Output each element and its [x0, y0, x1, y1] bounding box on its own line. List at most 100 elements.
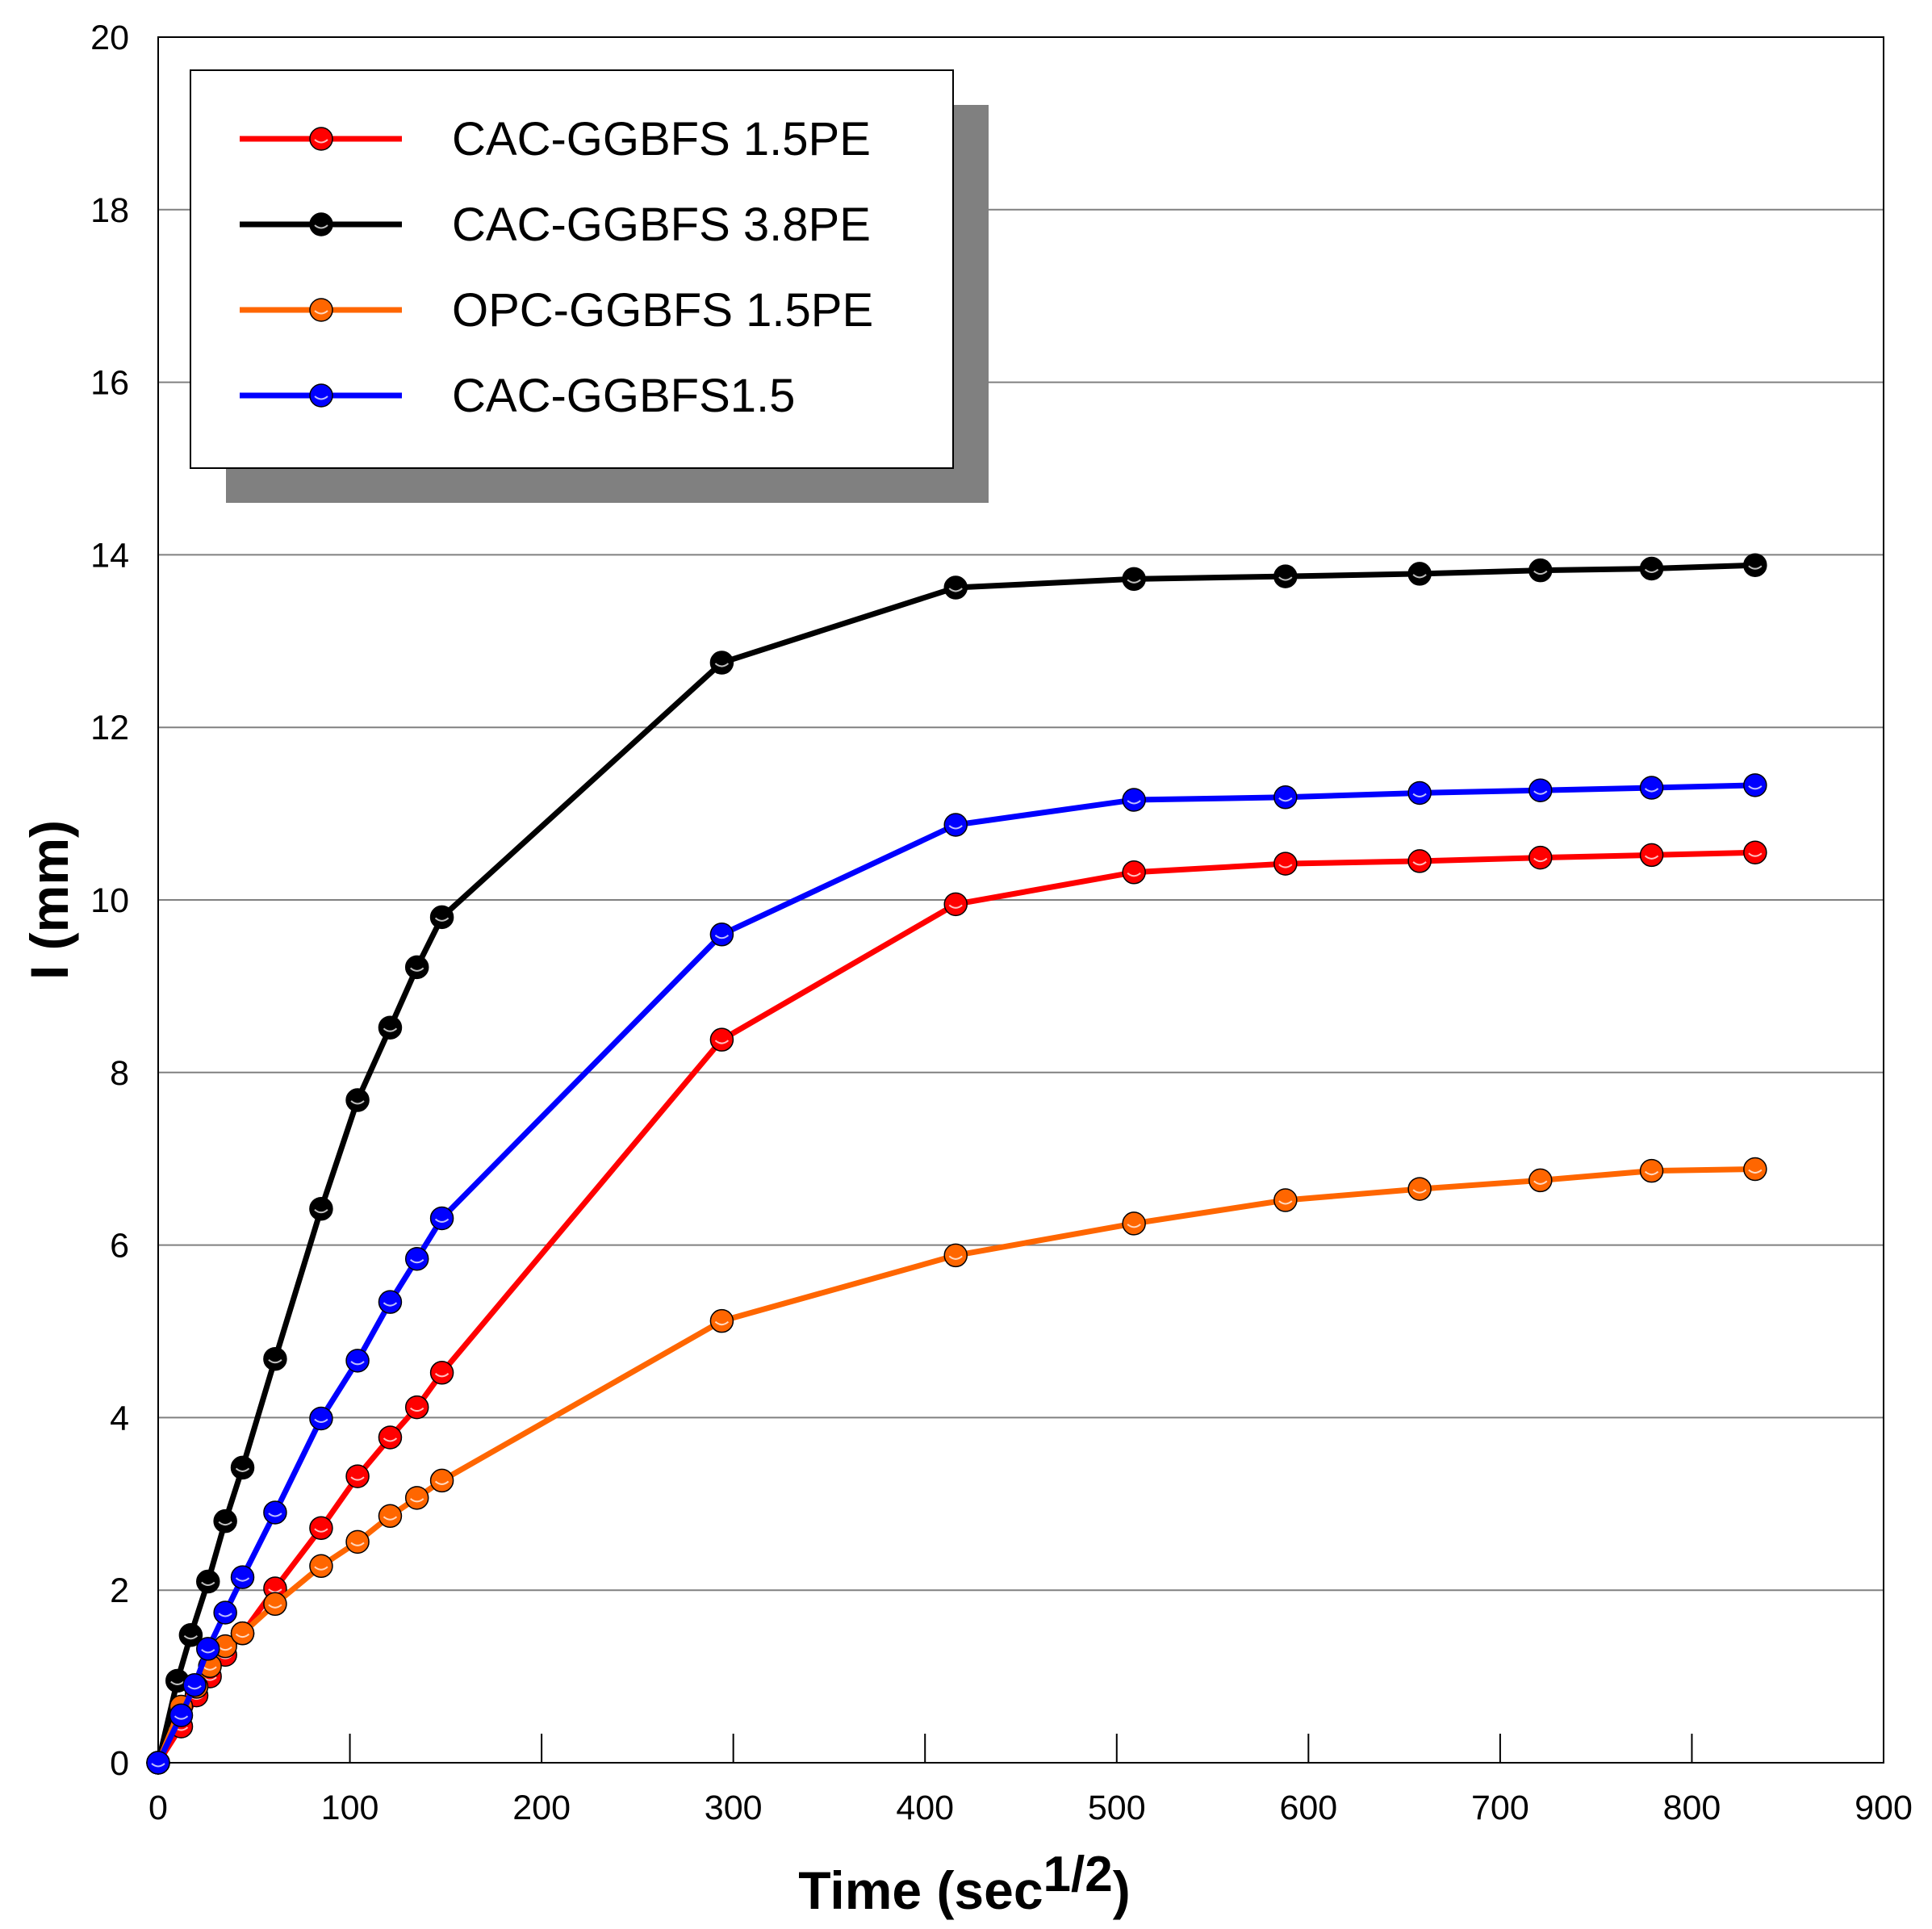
data-point: [1639, 1158, 1664, 1183]
legend-label: CAC-GGBFS1.5: [452, 370, 795, 422]
data-point: [1273, 564, 1298, 588]
data-point: [309, 1406, 333, 1431]
data-point: [943, 892, 968, 917]
data-point: [378, 1504, 403, 1529]
data-point: [263, 1592, 287, 1617]
data-point: [1639, 556, 1664, 581]
y-tick-label: 10: [90, 881, 129, 920]
legend-marker: [309, 383, 333, 408]
data-point: [1122, 860, 1146, 885]
x-axis-title: Time (sec1/2): [798, 1847, 1130, 1920]
legend-marker: [309, 127, 333, 151]
data-point: [404, 1246, 429, 1271]
data-point: [1407, 1177, 1432, 1201]
legend-label: CAC-GGBFS 1.5PE: [452, 113, 871, 165]
x-tick-label: 200: [512, 1789, 571, 1827]
data-point: [1743, 840, 1767, 864]
data-point: [1273, 785, 1298, 810]
y-tick-label: 20: [90, 19, 129, 57]
data-point: [309, 1554, 333, 1579]
data-point: [1743, 553, 1767, 577]
x-tick-label: 800: [1663, 1789, 1721, 1827]
y-tick-label: 8: [110, 1054, 129, 1093]
data-point: [1273, 1188, 1298, 1212]
data-point: [404, 955, 429, 980]
data-point: [230, 1455, 255, 1480]
data-point: [1528, 1168, 1553, 1193]
legend-entry: CAC-GGBFS 3.8PE: [240, 199, 871, 251]
data-point: [213, 1601, 237, 1625]
data-point: [429, 1468, 454, 1493]
y-axis-title: I (mm): [19, 820, 79, 980]
x-axis-title-superscript: 1/2: [1043, 1847, 1113, 1902]
data-point: [1273, 852, 1298, 876]
y-tick-label: 6: [110, 1227, 129, 1266]
data-point: [1743, 1157, 1767, 1182]
legend-entry: CAC-GGBFS 1.5PE: [240, 113, 871, 165]
data-point: [230, 1621, 255, 1646]
data-point: [196, 1569, 220, 1594]
data-point: [178, 1623, 203, 1647]
data-point: [709, 1308, 734, 1333]
y-tick-label: 12: [90, 709, 129, 747]
data-series: [146, 553, 1767, 1775]
data-point: [213, 1634, 237, 1659]
y-tick-label: 16: [90, 364, 129, 403]
data-point: [378, 1425, 403, 1450]
data-point: [1122, 1211, 1146, 1236]
data-point: [263, 1500, 287, 1525]
data-point: [404, 1486, 429, 1510]
y-tick-label: 18: [90, 191, 129, 230]
data-point: [404, 1395, 429, 1420]
data-point: [378, 1290, 403, 1314]
y-tick-label: 2: [110, 1571, 129, 1610]
data-point: [182, 1673, 207, 1697]
data-point: [1122, 567, 1146, 592]
data-point: [1639, 776, 1664, 800]
data-point: [378, 1015, 403, 1040]
x-tick-label: 600: [1279, 1789, 1337, 1827]
data-point: [146, 1751, 170, 1775]
data-point: [943, 813, 968, 837]
data-point: [309, 1516, 333, 1540]
x-tick-label: 300: [705, 1789, 763, 1827]
data-point: [213, 1508, 237, 1534]
data-point: [709, 651, 734, 675]
data-point: [263, 1346, 287, 1371]
data-point: [1122, 788, 1146, 812]
series-3: [146, 773, 1767, 1775]
data-point: [429, 1206, 454, 1231]
legend-entry: OPC-GGBFS 1.5PE: [240, 284, 873, 337]
data-point: [230, 1565, 255, 1589]
data-point: [309, 1196, 333, 1221]
data-point: [709, 923, 734, 947]
data-point: [429, 905, 454, 930]
x-tick-label: 100: [321, 1789, 379, 1827]
data-point: [1407, 849, 1432, 873]
data-point: [1528, 778, 1553, 802]
data-point: [1528, 558, 1553, 583]
data-point: [709, 1027, 734, 1052]
legend-label: OPC-GGBFS 1.5PE: [452, 284, 873, 337]
data-point: [345, 1088, 370, 1112]
legend-entry: CAC-GGBFS1.5: [240, 370, 795, 422]
x-tick-label: 900: [1855, 1789, 1913, 1827]
data-point: [429, 1361, 454, 1385]
data-point: [345, 1349, 370, 1373]
y-tick-label: 14: [90, 536, 129, 575]
data-point: [345, 1529, 370, 1554]
data-point: [943, 1243, 968, 1268]
data-point: [345, 1464, 370, 1488]
legend: CAC-GGBFS 1.5PE CAC-GGBFS 3.8PE OPC-GGBFS …: [190, 69, 989, 503]
x-tick-label: 400: [896, 1789, 954, 1827]
plot-area-frame: [157, 36, 1884, 1764]
x-tick-label: 500: [1088, 1789, 1146, 1827]
data-point: [1639, 843, 1664, 868]
data-point: [943, 575, 968, 600]
y-tick-label: 0: [110, 1744, 129, 1783]
data-point: [196, 1637, 220, 1661]
legend-marker: [309, 298, 333, 322]
legend-label: CAC-GGBFS 3.8PE: [452, 199, 871, 251]
data-point: [1407, 562, 1432, 586]
